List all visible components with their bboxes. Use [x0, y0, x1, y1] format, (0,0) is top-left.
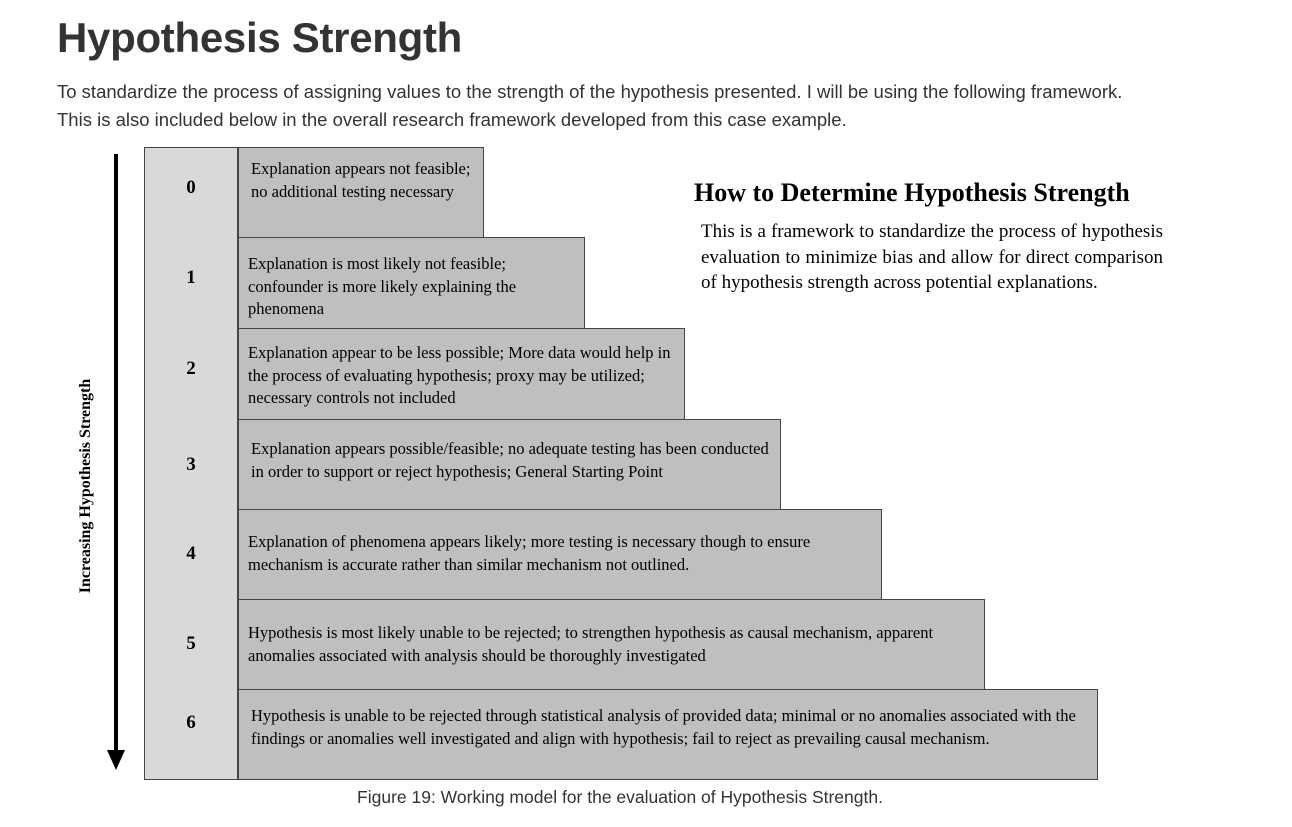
intro-paragraph: To standardize the process of assigning … — [57, 81, 1123, 130]
arrow-down-icon — [107, 750, 125, 770]
level-number: 4 — [186, 543, 196, 564]
level-number: 3 — [186, 454, 196, 475]
step-level-0: Explanation appears not feasible; no add… — [238, 147, 484, 238]
step-level-2: Explanation appear to be less possible; … — [238, 328, 685, 420]
level-number: 5 — [186, 633, 196, 654]
level-number: 2 — [186, 358, 196, 379]
step-level-5: Hypothesis is most likely unable to be r… — [238, 599, 985, 690]
level-column — [144, 147, 238, 780]
step-level-3: Explanation appears possible/feasible; n… — [238, 419, 781, 510]
step-level-4: Explanation of phenomena appears likely;… — [238, 509, 882, 600]
strength-arrow-line — [114, 154, 118, 754]
level-number: 1 — [186, 267, 196, 288]
level-number: 6 — [186, 712, 196, 733]
figure-caption: Figure 19: Working model for the evaluat… — [357, 787, 883, 807]
axis-label: Increasing Hypothesis Strength — [77, 378, 94, 594]
step-level-6: Hypothesis is unable to be rejected thro… — [238, 689, 1098, 780]
framework-description: This is a framework to standardize the p… — [701, 221, 1163, 293]
level-number: 0 — [186, 177, 196, 198]
step-level-1: Explanation is most likely not feasible;… — [238, 237, 585, 329]
page-title: Hypothesis Strength — [57, 14, 463, 61]
framework-heading: How to Determine Hypothesis Strength — [694, 178, 1130, 207]
